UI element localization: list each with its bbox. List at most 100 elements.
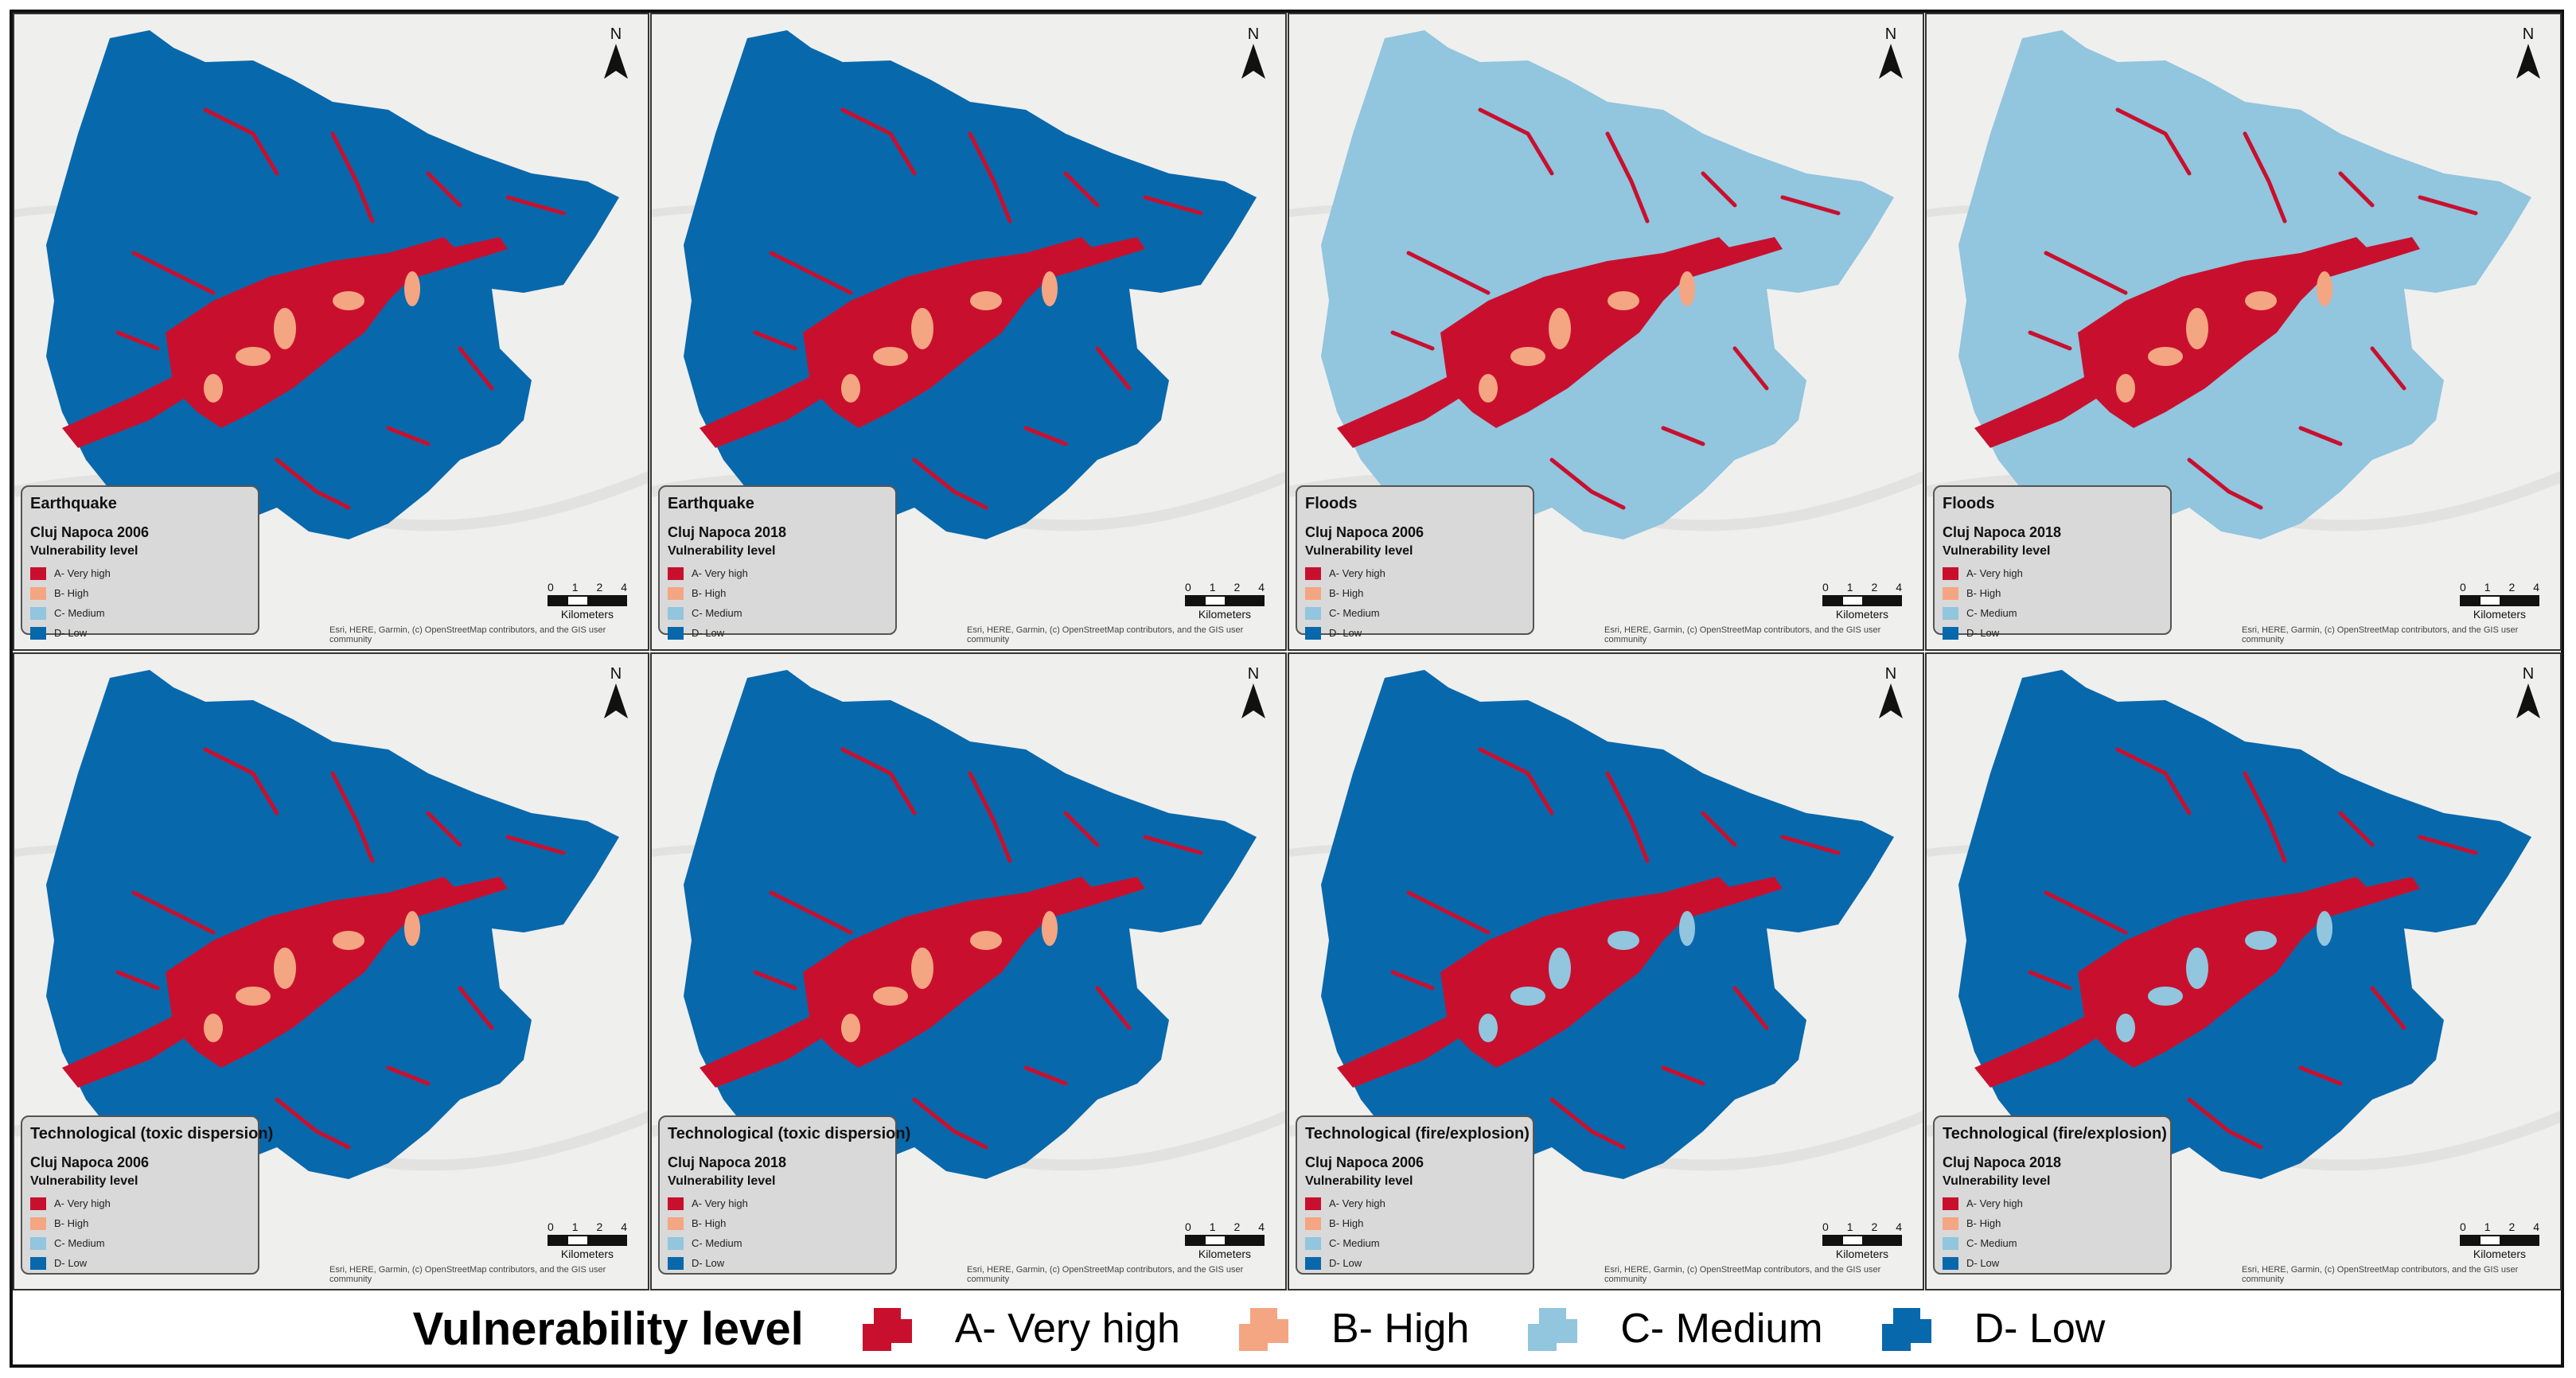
north-arrow: N xyxy=(1875,665,1907,729)
north-label: N xyxy=(610,665,622,683)
panel-legend-item: A- Very high xyxy=(1305,1193,1525,1213)
scale-tick: 1 xyxy=(571,1220,579,1233)
very-high-swatch-icon xyxy=(668,1197,684,1210)
panel-legend-item: C- Medium xyxy=(1305,603,1525,623)
north-label: N xyxy=(1884,25,1897,43)
map-panel-5: N Technological (toxic dispersion) Cluj Na… xyxy=(13,652,649,1290)
panel-legend-item: D- Low xyxy=(30,623,250,643)
north-arrow: N xyxy=(600,25,632,89)
scale-ticks: 0 1 2 4 xyxy=(1185,1220,1265,1233)
panel-city-year: Cluj Napoca 2006 xyxy=(30,524,150,540)
scale-unit: Kilometers xyxy=(1198,608,1252,621)
medium-swatch-icon xyxy=(668,1236,684,1250)
panel-legend-item: D- Low xyxy=(1943,623,2162,643)
map-panel-1: N Earthquake Cluj Napoca 2006 Vulnerability… xyxy=(13,13,649,651)
low-swatch-icon xyxy=(30,626,46,640)
panel-legend-label: A- Very high xyxy=(1329,1197,1385,1209)
scale-tick: 2 xyxy=(1233,581,1241,594)
panel-hazard-title: Earthquake xyxy=(30,495,117,512)
scale-bar-graphic xyxy=(1185,595,1265,606)
panel-vulnerability-label: Vulnerability level xyxy=(1943,544,2051,558)
scale-tick: 0 xyxy=(1822,581,1829,594)
panel-legend-item: B- High xyxy=(668,1213,887,1233)
panel-legend: Technological (fire/explosion) Cluj Napoc… xyxy=(1296,1115,1534,1275)
low-swatch-icon xyxy=(1305,626,1321,640)
bottom-legend-title: Vulnerability level xyxy=(412,1302,804,1355)
low-swatch-icon xyxy=(30,1256,46,1270)
panel-vulnerability-label: Vulnerability level xyxy=(30,1174,138,1188)
very-high-swatch-icon xyxy=(1943,566,1958,580)
panel-legend-label: C- Medium xyxy=(54,607,105,619)
bottom-legend-item-high: B- High xyxy=(1236,1305,1469,1353)
bottom-legend-item-medium: C- Medium xyxy=(1525,1305,1823,1353)
panel-vulnerability-label: Vulnerability level xyxy=(30,544,138,558)
scale-unit: Kilometers xyxy=(560,608,614,621)
panel-legend-label: C- Medium xyxy=(692,607,742,619)
high-swatch-icon xyxy=(1305,586,1321,600)
medium-swatch-icon xyxy=(1528,1308,1578,1351)
panel-legend-item: C- Medium xyxy=(668,1233,887,1253)
low-swatch-icon xyxy=(1943,1256,1958,1270)
panel-legend-label: C- Medium xyxy=(1329,607,1380,619)
map-credit: Esri, HERE, Garmin, (c) OpenStreetMap co… xyxy=(1604,1265,1881,1284)
panel-legend-label: A- Very high xyxy=(692,1197,748,1209)
north-arrow-icon xyxy=(2516,44,2540,79)
panel-city-year: Cluj Napoca 2006 xyxy=(30,1154,150,1170)
north-label: N xyxy=(1247,25,1260,43)
high-swatch-icon xyxy=(668,586,684,600)
scale-bar: 0 1 2 4 Kilometers xyxy=(1822,1220,1902,1260)
low-swatch-icon xyxy=(668,626,684,640)
scale-bar: 0 1 2 4 Kilometers xyxy=(548,581,627,621)
map-panel-6: N Technological (toxic dispersion) Cluj Na… xyxy=(650,652,1287,1290)
scale-bar: 0 1 2 4 Kilometers xyxy=(1185,1220,1265,1260)
scale-tick: 2 xyxy=(2508,1220,2516,1233)
north-arrow: N xyxy=(1237,665,1269,729)
scale-tick: 4 xyxy=(1896,1220,1902,1233)
north-label: N xyxy=(2522,25,2535,43)
panel-legend-label: C- Medium xyxy=(1966,1237,2017,1249)
map-panel-4: N Floods Cluj Napoca 2018 Vulnerability lev… xyxy=(1925,13,2562,651)
panel-city-year: Cluj Napoca 2018 xyxy=(1943,1154,2062,1170)
panel-legend-item: A- Very high xyxy=(668,1193,887,1213)
panel-city-year: Cluj Napoca 2018 xyxy=(1943,524,2062,540)
scale-bar-graphic xyxy=(2460,595,2539,606)
panel-legend-label: A- Very high xyxy=(54,567,111,579)
scale-tick: 4 xyxy=(2533,1220,2539,1233)
panel-vulnerability-label: Vulnerability level xyxy=(1305,544,1413,558)
panel-legend-label: B- High xyxy=(1329,1217,1364,1229)
panel-legend-item: B- High xyxy=(1305,1213,1525,1233)
panel-legend-label: C- Medium xyxy=(54,1237,105,1249)
bottom-legend-label-medium: C- Medium xyxy=(1620,1306,1823,1352)
scale-tick: 1 xyxy=(1209,1220,1216,1233)
scale-tick: 0 xyxy=(548,581,554,594)
north-arrow-icon xyxy=(604,683,628,718)
very-high-swatch-icon xyxy=(862,1308,912,1351)
scale-tick: 2 xyxy=(2508,581,2516,594)
panel-legend-label: B- High xyxy=(54,1217,89,1229)
scale-tick: 1 xyxy=(1209,581,1216,594)
panel-legend-item: D- Low xyxy=(668,623,887,643)
panel-legend-item: B- High xyxy=(1943,1213,2162,1233)
scale-tick: 1 xyxy=(2484,581,2491,594)
north-arrow: N xyxy=(2512,665,2544,729)
scale-ticks: 0 1 2 4 xyxy=(2460,581,2539,594)
very-high-swatch-icon xyxy=(1305,566,1321,580)
north-arrow: N xyxy=(600,665,632,729)
very-high-swatch-icon xyxy=(1943,1197,1958,1210)
scale-ticks: 0 1 2 4 xyxy=(1822,581,1902,594)
scale-tick: 0 xyxy=(548,1220,554,1233)
high-swatch-icon xyxy=(30,1216,46,1230)
panel-legend-label: B- High xyxy=(1966,1217,2001,1229)
map-credit: Esri, HERE, Garmin, (c) OpenStreetMap co… xyxy=(967,625,1244,644)
scale-tick: 2 xyxy=(1233,1220,1241,1233)
scale-tick: 1 xyxy=(1846,1220,1853,1233)
panel-legend-label: A- Very high xyxy=(692,567,748,579)
panel-city-year: Cluj Napoca 2018 xyxy=(668,524,787,540)
map-credit: Esri, HERE, Garmin, (c) OpenStreetMap co… xyxy=(967,1265,1244,1284)
panel-legend-label: B- High xyxy=(1966,587,2001,599)
panel-legend-label: C- Medium xyxy=(1329,1237,1380,1249)
panel-legend-item: A- Very high xyxy=(30,1193,250,1213)
panel-legend-label: A- Very high xyxy=(1966,1197,2023,1209)
low-swatch-icon xyxy=(1943,626,1958,640)
panel-city-year: Cluj Napoca 2018 xyxy=(668,1154,787,1170)
